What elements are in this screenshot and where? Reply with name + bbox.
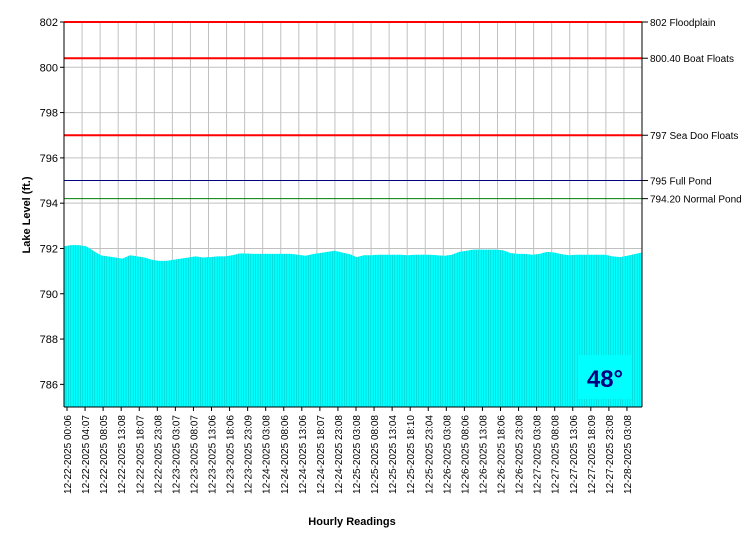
axes [60, 21, 648, 411]
x-tick-label: 12-22-2025 08:05 [99, 415, 110, 494]
x-tick-label: 12-22-2025 18:07 [135, 415, 146, 494]
x-tick-label: 12-24-2025 18:07 [316, 415, 327, 494]
y-tick-label: 794 [40, 198, 58, 210]
reference-lines [64, 21, 642, 200]
x-tick-label: 12-26-2025 13:08 [478, 415, 489, 494]
x-tick-label: 12-26-2025 23:08 [515, 415, 526, 494]
y-tick-label: 796 [40, 153, 58, 165]
x-tick-label: 12-23-2025 23:09 [244, 415, 255, 494]
x-tick-label: 12-23-2025 13:06 [208, 415, 219, 494]
x-tick-label: 12-25-2025 13:04 [388, 415, 399, 494]
x-tick-label: 12-22-2025 04:07 [81, 415, 92, 494]
x-tick-label: 12-24-2025 13:06 [298, 415, 309, 494]
temperature-badge [579, 355, 631, 399]
x-tick-labels: 12-22-2025 00:06 12-22-2025 04:07 12-22-20… [63, 415, 634, 494]
y-tick-label: 800 [40, 62, 58, 74]
x-tick-label: 12-26-2025 03:08 [442, 415, 453, 494]
x-tick-label: 12-24-2025 08:06 [280, 415, 291, 494]
reference-label: 802 Floodplain [650, 18, 716, 29]
x-tick-label: 12-22-2025 23:08 [153, 415, 164, 494]
area-series [64, 245, 643, 407]
x-tick-label: 12-27-2025 18:09 [587, 415, 598, 494]
x-tick-label: 12-25-2025 23:04 [424, 415, 435, 494]
x-tick-label: 12-27-2025 23:08 [605, 415, 616, 494]
x-tick-label: 12-26-2025 08:06 [460, 415, 471, 494]
reference-labels: 802 Floodplain 800.40 Boat Floats 797 Sea … [650, 18, 742, 206]
x-tick-label: 12-25-2025 08:08 [370, 415, 381, 494]
x-tick-label: 12-23-2025 08:07 [189, 415, 200, 494]
y-tick-label: 792 [40, 243, 58, 255]
x-tick-label: 12-23-2025 18:06 [226, 415, 237, 494]
x-tick-label: 12-22-2025 00:06 [63, 415, 74, 494]
x-axis-title: Hourly Readings [308, 516, 395, 528]
y-tick-labels: 786 788 790 792 794 796 798 800 802 [40, 17, 58, 391]
reference-label: 797 Sea Doo Floats [650, 131, 738, 142]
reference-label: 794.20 Normal Pond [650, 195, 742, 206]
y-axis-title: Lake Level (ft.) [21, 176, 33, 253]
x-tick-label: 12-23-2025 03:07 [171, 415, 182, 494]
x-tick-label: 12-25-2025 18:10 [406, 415, 417, 494]
x-tick-label: 12-26-2025 18:06 [497, 415, 508, 494]
y-tick-label: 802 [40, 17, 58, 29]
y-tick-label: 788 [40, 334, 58, 346]
reference-label: 795 Full Pond [650, 177, 712, 188]
lake-level-area [64, 245, 642, 407]
x-tick-label: 12-27-2025 13:06 [569, 415, 580, 494]
x-tick-label: 12-27-2025 03:08 [533, 415, 544, 494]
y-tick-label: 786 [40, 379, 58, 391]
x-tick-label: 12-28-2025 03:08 [623, 415, 634, 494]
x-tick-label: 12-22-2025 13:08 [117, 415, 128, 494]
y-tick-label: 790 [40, 289, 58, 301]
x-tick-label: 12-24-2025 23:08 [334, 415, 345, 494]
x-tick-label: 12-25-2025 03:08 [352, 415, 363, 494]
x-tick-label: 12-24-2025 03:08 [262, 415, 273, 494]
reference-label: 800.40 Boat Floats [650, 54, 734, 65]
x-tick-label: 12-27-2025 08:08 [551, 415, 562, 494]
y-tick-label: 798 [40, 108, 58, 120]
temperature-value: 48° [587, 366, 623, 393]
